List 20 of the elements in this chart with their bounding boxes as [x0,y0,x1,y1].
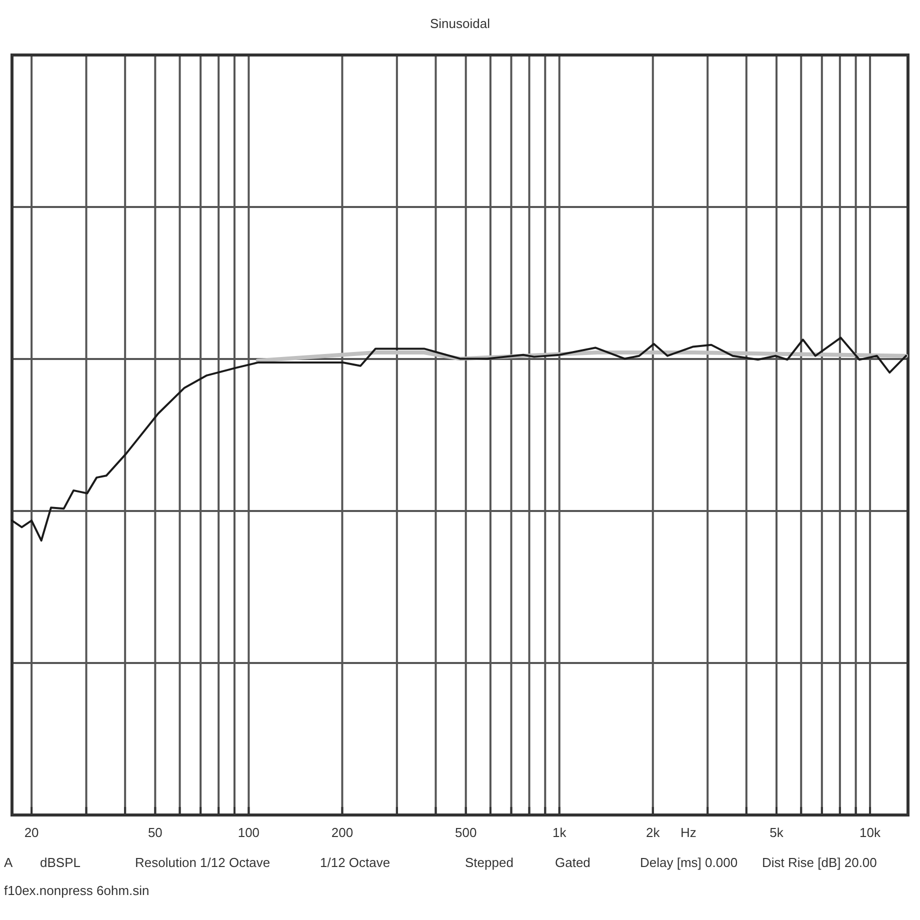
x-tick-label: 2k [646,825,660,840]
x-tick-label: 1k [552,825,567,840]
x-axis-title: Hz [680,825,696,840]
text: Stepped [465,855,514,870]
text: 1/12 Octave [320,855,390,870]
x-tick-label: 20 [24,825,39,840]
text: f10ex.nonpress 6ohm.sin [4,883,150,898]
x-tick-label: 100 [238,825,260,840]
x-tick-label: 50 [148,825,162,840]
chart-title: Sinusoidal [430,16,490,31]
text: dBSPL [40,855,80,870]
text: Dist Rise [dB] 20.00 [762,855,877,870]
x-tick-label: 200 [331,825,354,840]
x-tick-label: 5k [770,825,784,840]
x-tick-label: 500 [455,825,477,840]
text: Delay [ms] 0.000 [640,855,738,870]
text: Resolution 1/12 Octave [135,855,270,870]
text: A [4,855,13,870]
x-tick-label: 10k [860,825,882,840]
text: Gated [555,855,590,870]
